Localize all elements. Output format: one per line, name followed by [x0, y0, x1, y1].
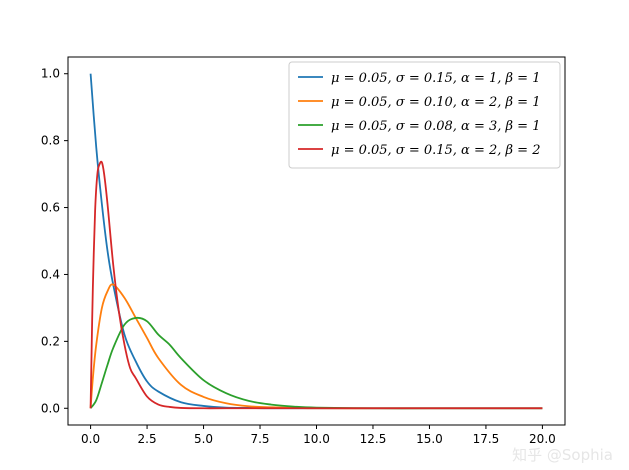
y-tick-label: 0.6 [41, 201, 60, 215]
legend-label-2: μ = 0.05, σ = 0.10, α = 2, β = 1 [331, 95, 540, 110]
y-axis-ticks: 0.0 0.2 0.4 0.6 0.8 1.0 [41, 67, 68, 415]
x-tick-label: 17.5 [473, 432, 500, 446]
x-tick-label: 10.0 [303, 432, 330, 446]
y-tick-label: 0.4 [41, 267, 60, 281]
x-tick-label: 15.0 [416, 432, 443, 446]
x-tick-label: 12.5 [360, 432, 387, 446]
legend: μ = 0.05, σ = 0.15, α = 1, β = 1 μ = 0.05… [288, 61, 561, 169]
x-tick-label: 2.5 [138, 432, 157, 446]
y-tick-label: 0.2 [41, 334, 60, 348]
legend-label-4: μ = 0.05, σ = 0.15, α = 2, β = 2 [331, 143, 540, 158]
series-line-4 [89, 160, 543, 410]
y-tick-label: 1.0 [41, 67, 60, 81]
watermark-text: 知乎 @Sophia [512, 446, 613, 464]
x-axis-ticks: 0.0 2.5 5.0 7.5 10.0 12.5 15.0 17.5 20.0 [81, 425, 556, 446]
legend-label-3: μ = 0.05, σ = 0.08, α = 3, β = 1 [331, 119, 540, 134]
x-tick-label: 7.5 [250, 432, 269, 446]
legend-label-1: μ = 0.05, σ = 0.15, α = 1, β = 1 [331, 71, 540, 86]
y-tick-label: 0.8 [41, 134, 60, 148]
x-tick-label: 5.0 [194, 432, 213, 446]
y-tick-label: 0.0 [41, 401, 60, 415]
series-layer [89, 73, 543, 410]
x-tick-label: 0.0 [81, 432, 100, 446]
x-tick-label: 20.0 [529, 432, 556, 446]
legend-box [288, 61, 561, 169]
